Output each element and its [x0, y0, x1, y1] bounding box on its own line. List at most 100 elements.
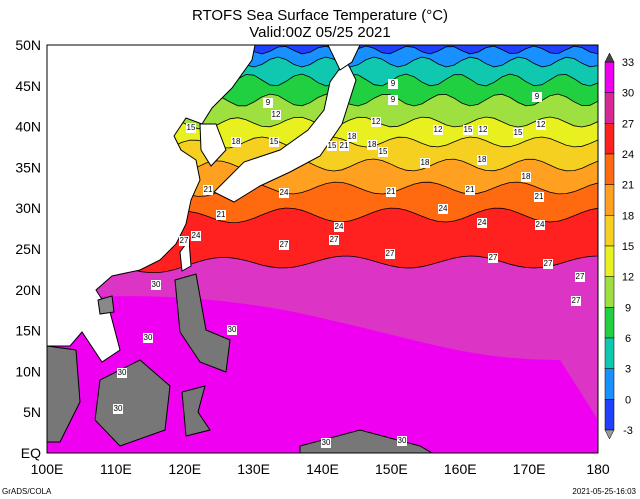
contour-label: 21 [217, 210, 226, 219]
lon-label: 180 [586, 461, 610, 477]
contour-label-box [367, 140, 377, 150]
contour-label: 30 [228, 325, 237, 334]
lon-label: 170E [513, 461, 546, 477]
contour-label-box [269, 137, 279, 147]
lat-label: 15N [15, 323, 41, 339]
contour-label: 27 [572, 296, 581, 305]
colorbar-segment [604, 184, 615, 216]
contour-label-box [191, 231, 201, 241]
contour-label: 30 [118, 368, 127, 377]
contour-label-box [575, 272, 585, 282]
contour-label-box [521, 172, 531, 182]
contour-label-box [438, 204, 448, 214]
contour-label: 21 [387, 187, 396, 196]
contour-label-box [227, 325, 237, 335]
colorbar-segment [604, 307, 615, 339]
colorbar-label: 24 [622, 149, 634, 161]
title: RTOFS Sea Surface Temperature (°C) [192, 7, 448, 24]
contour-label-box [231, 137, 241, 147]
contour-label: 9 [266, 98, 271, 107]
lat-label: 45N [15, 78, 41, 94]
colorbar-segment [604, 245, 615, 277]
philippines [174, 273, 231, 373]
contour-label-box [339, 141, 349, 151]
colorbar-label: 15 [622, 241, 634, 253]
contour-label: 18 [478, 155, 487, 164]
colorbar-label: 12 [622, 272, 634, 284]
colorbar-segment [604, 153, 615, 185]
contour-label-box [488, 253, 498, 263]
contour-label: 24 [192, 231, 201, 240]
new-guinea [299, 429, 433, 453]
contour-label-box [478, 125, 488, 135]
contour-label: 15 [270, 137, 279, 146]
contour-label: 21 [535, 192, 544, 201]
contour-label-box [279, 240, 289, 250]
lat-label: EQ [21, 445, 41, 461]
contour-label-box [117, 368, 127, 378]
lon-label: 110E [100, 461, 132, 477]
contour-label: 30 [322, 438, 331, 447]
colorbar-label: 0 [625, 394, 631, 406]
contour-label-box [388, 95, 398, 105]
contour-label-box [371, 117, 381, 127]
contour-label: 27 [489, 253, 498, 262]
colorbar-segment [604, 399, 615, 431]
contour-label-box [433, 125, 443, 135]
contour-label-box [534, 192, 544, 202]
colorbar-bottom [604, 429, 615, 440]
lon-label: 100E [31, 461, 64, 477]
hainan [97, 295, 115, 315]
contour-label-box [321, 438, 331, 448]
lat-label: 30N [15, 200, 41, 216]
contour-label-box [179, 236, 189, 246]
contour-label-box [327, 141, 337, 151]
contour-label-box [386, 187, 396, 197]
colorbar-segment [604, 123, 615, 155]
lon-label: 160E [444, 461, 477, 477]
contour-label-box [477, 155, 487, 165]
contour-label-box [463, 125, 473, 135]
contour-label: 24 [536, 220, 545, 229]
lat-label: 20N [15, 282, 41, 298]
land [47, 45, 433, 453]
contour-label-box [347, 132, 357, 142]
colorbar-label: 3 [625, 364, 631, 376]
contour-label: 9 [535, 92, 540, 101]
contour-label: 18 [232, 137, 241, 146]
colorbar-segment [604, 92, 615, 124]
lat-label: 50N [15, 37, 41, 53]
contour-label: 27 [576, 272, 585, 281]
colorbar-segment [604, 337, 615, 369]
lat-label: 5N [23, 404, 41, 420]
contour-label-box [536, 120, 546, 130]
contour-label-box [397, 436, 407, 446]
contour-label-box [465, 185, 475, 195]
lat-label: 35N [15, 159, 41, 175]
contour-label-box [420, 158, 430, 168]
contour-label-box [143, 333, 153, 343]
contour-label-box [388, 79, 398, 89]
colorbar-segment [604, 368, 615, 400]
contour-label-box [151, 280, 161, 290]
contour-label: 12 [434, 125, 443, 134]
contour-label: 15 [379, 147, 388, 156]
colorbar-top [604, 52, 615, 63]
colorbar-label: 21 [622, 180, 634, 192]
contour-label: 18 [522, 172, 531, 181]
contour-label: 24 [439, 204, 448, 213]
contour-label-box [535, 220, 545, 230]
colorbar-segment [604, 215, 615, 247]
contour-label-box [378, 147, 388, 157]
contour-label: 15 [328, 141, 337, 150]
lon-label: 120E [168, 461, 201, 477]
contour-label: 18 [421, 158, 430, 167]
lat-label: 40N [15, 119, 41, 135]
contour-label: 15 [187, 123, 196, 132]
lon-label: 150E [375, 461, 408, 477]
contour-label-box [329, 235, 339, 245]
contour-label-box [216, 210, 226, 220]
lon-label: 130E [237, 461, 270, 477]
map-frame [46, 44, 599, 454]
